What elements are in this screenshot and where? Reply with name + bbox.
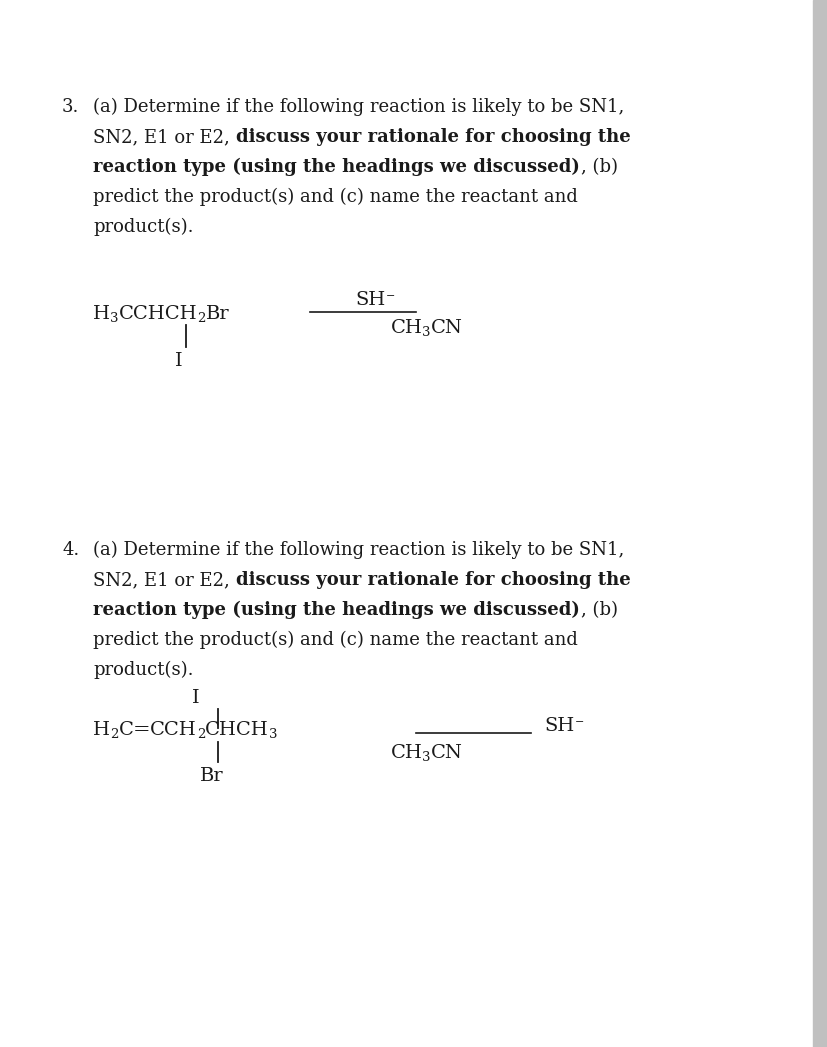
Text: , (b): , (b) (580, 158, 617, 176)
Text: −: − (574, 717, 584, 727)
Text: −: − (385, 291, 394, 300)
Text: C: C (118, 721, 133, 739)
Text: discuss your rationale for choosing the: discuss your rationale for choosing the (236, 571, 630, 589)
Text: SH: SH (355, 291, 385, 309)
Text: H: H (93, 721, 110, 739)
Text: =: = (132, 720, 150, 739)
Text: Br: Br (205, 305, 229, 324)
Text: CCH: CCH (150, 721, 197, 739)
Text: , (b): , (b) (580, 601, 617, 619)
Text: 2: 2 (110, 729, 118, 741)
Text: I: I (175, 352, 183, 370)
Text: SH: SH (544, 717, 574, 735)
Text: reaction type (using the headings we discussed): reaction type (using the headings we dis… (93, 158, 579, 176)
Text: 4.: 4. (62, 541, 79, 559)
Text: product(s).: product(s). (93, 661, 194, 680)
Text: (a) Determine if the following reaction is likely to be SN1,: (a) Determine if the following reaction … (93, 97, 624, 116)
Text: 3: 3 (422, 752, 430, 764)
Text: 3: 3 (269, 729, 277, 741)
Text: SN2, E1 or E2,: SN2, E1 or E2, (93, 571, 236, 589)
Text: CCHCH: CCHCH (118, 305, 197, 324)
Text: I: I (192, 689, 199, 707)
Text: discuss your rationale for choosing the: discuss your rationale for choosing the (236, 128, 630, 146)
Text: predict the product(s) and (c) name the reactant and: predict the product(s) and (c) name the … (93, 187, 577, 206)
Text: 3: 3 (422, 327, 430, 339)
Text: CHCH: CHCH (205, 721, 269, 739)
Text: 2: 2 (197, 312, 205, 326)
Text: reaction type (using the headings we discussed): reaction type (using the headings we dis… (93, 601, 579, 619)
Text: product(s).: product(s). (93, 218, 194, 236)
Text: 3: 3 (110, 312, 118, 326)
Text: (a) Determine if the following reaction is likely to be SN1,: (a) Determine if the following reaction … (93, 540, 624, 559)
Text: H: H (93, 305, 110, 324)
Text: CH: CH (390, 744, 422, 762)
Text: CH: CH (390, 319, 422, 337)
Bar (812, 0, 827, 1047)
Text: CN: CN (430, 744, 462, 762)
Text: 3.: 3. (62, 98, 79, 116)
Text: SN2, E1 or E2,: SN2, E1 or E2, (93, 128, 236, 146)
Text: Br: Br (200, 767, 223, 785)
Text: 2: 2 (197, 729, 205, 741)
Text: predict the product(s) and (c) name the reactant and: predict the product(s) and (c) name the … (93, 630, 577, 649)
Text: CN: CN (430, 319, 462, 337)
